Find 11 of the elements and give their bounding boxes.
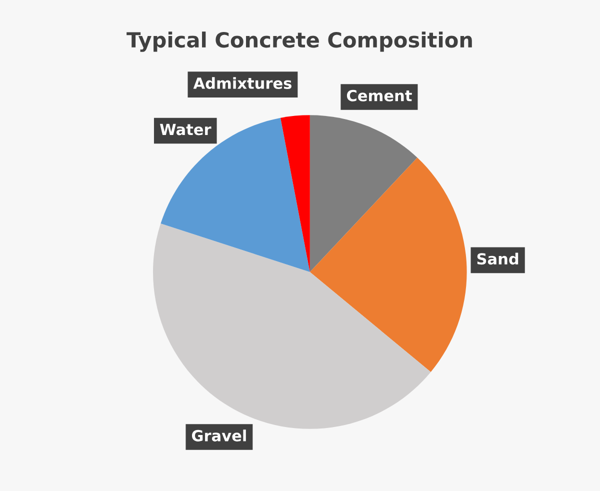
pie-slice [160,118,310,272]
slice-label: Admixtures [193,77,292,90]
slice-label: Water [160,124,212,136]
slice-label: Sand [477,252,518,265]
pie-slice [310,115,418,272]
slice-label: Cement [346,90,412,102]
slice-label: Gravel [192,430,246,442]
pie-slice [153,224,431,429]
pie-slice [310,158,467,372]
chart-title: Typical Concrete Composition [126,32,472,52]
pie-slice [280,115,310,272]
